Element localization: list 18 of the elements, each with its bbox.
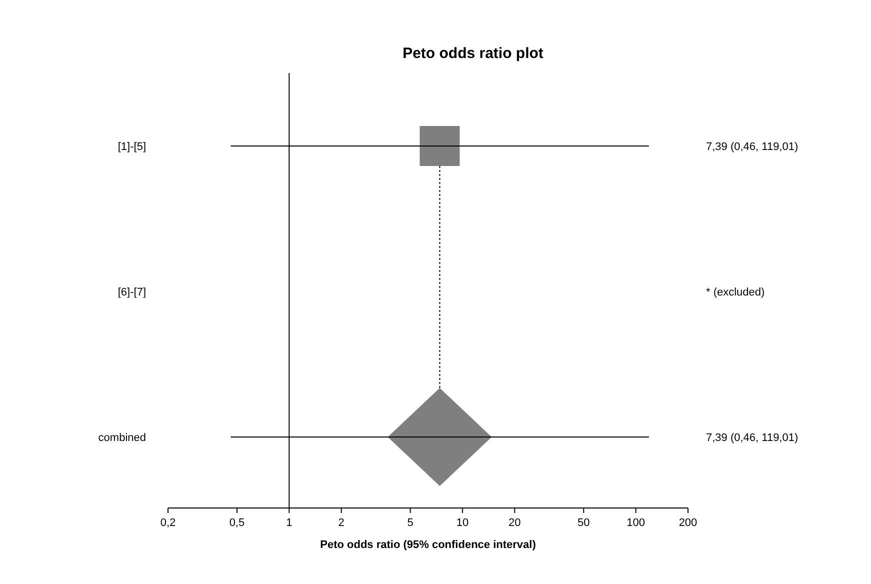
chart-title: Peto odds ratio plot — [402, 45, 544, 62]
text: 7,39 (0,46, 119,01) — [706, 432, 798, 444]
x-tick-label: 100 — [626, 517, 645, 529]
x-tick-label: 5 — [407, 517, 414, 529]
x-tick-label: 1 — [286, 517, 292, 529]
text: * (excluded) — [706, 286, 765, 298]
x-tick-label: 0,5 — [229, 517, 245, 529]
y-tick-label: [6]-[7] — [118, 286, 146, 298]
y-tick-label: [1]-[5] — [118, 141, 146, 153]
x-axis-title: Peto odds ratio (95% confidence interval) — [320, 539, 536, 551]
x-tick-label: 20 — [508, 517, 521, 529]
x-tick-label: 10 — [456, 517, 469, 529]
text: 7,39 (0,46, 119,01) — [706, 141, 798, 153]
x-tick-label: 50 — [578, 517, 590, 529]
y-tick-label: combined — [98, 432, 146, 444]
x-tick-label: 2 — [338, 517, 344, 529]
x-tick-label: 200 — [678, 517, 698, 529]
x-tick-label: 0,2 — [160, 517, 176, 529]
